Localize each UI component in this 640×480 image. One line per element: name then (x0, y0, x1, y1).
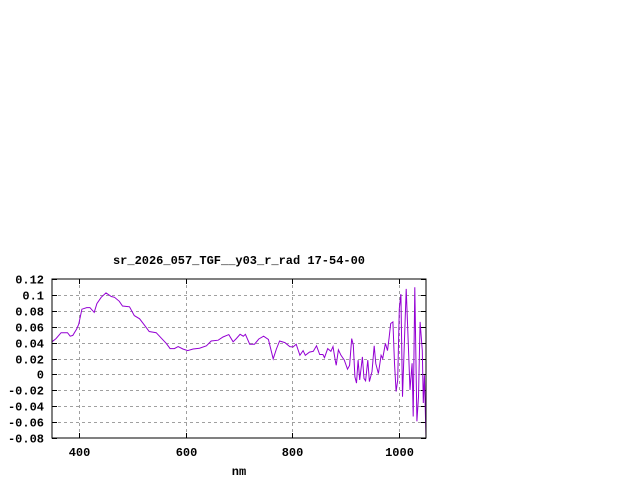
y-tick-label: -0.04 (8, 401, 44, 415)
y-tick-label: 0 (37, 369, 44, 383)
x-tick-label: 1000 (385, 446, 414, 460)
y-tick-label: -0.02 (8, 385, 44, 399)
plot-frame (51, 278, 427, 439)
y-tick-label: 0.12 (15, 274, 44, 288)
x-tick-label: 800 (282, 446, 304, 460)
series-line (51, 287, 427, 439)
y-tick-label: 0.02 (15, 354, 44, 368)
y-tick-label: 0.1 (22, 290, 44, 304)
y-tick-label: 0.06 (15, 322, 44, 336)
y-tick-label: -0.08 (8, 433, 44, 447)
y-tick-label: 0.08 (15, 306, 44, 320)
y-tick-label: -0.06 (8, 417, 44, 431)
y-tick-label: 0.04 (15, 338, 44, 352)
x-tick-label: 600 (176, 446, 198, 460)
grid (52, 279, 426, 438)
x-axis-label: nm (232, 465, 246, 479)
x-axis: 400 600 800 1000 (69, 279, 414, 460)
x-tick-label: 400 (69, 446, 91, 460)
chart-title: sr_2026_057_TGF__y03_r_rad 17-54-00 (113, 254, 365, 268)
